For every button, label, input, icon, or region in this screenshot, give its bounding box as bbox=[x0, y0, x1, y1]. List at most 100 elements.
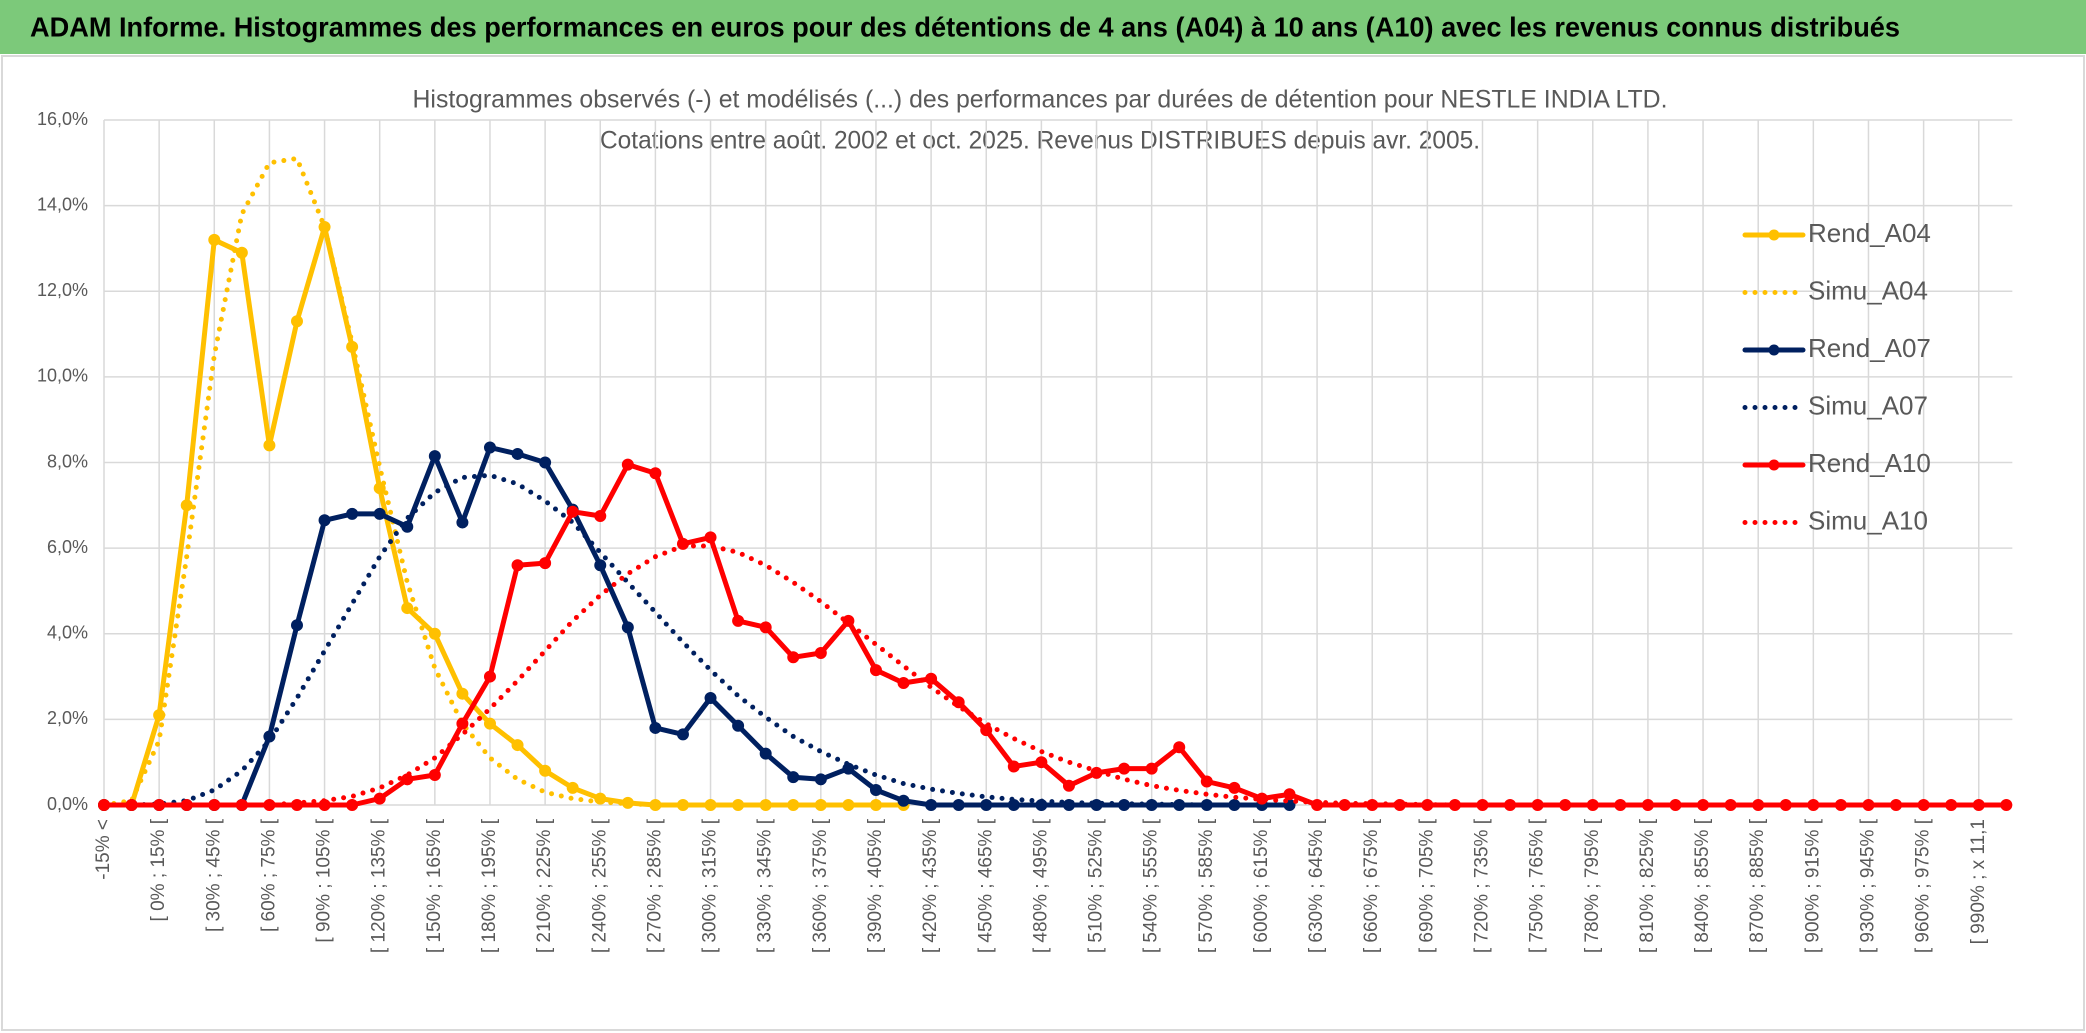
marker bbox=[814, 773, 827, 786]
x-tick-label: [ 540% ; 555% [ bbox=[1141, 818, 1162, 953]
marker bbox=[676, 728, 689, 741]
grid: 0,0% 2,0% 4,0% 6,0% 8,0% 10,0% 12,0% 14,0% 16,0%… bbox=[37, 109, 2013, 953]
x-tick-label: [ 990% ; x 11,1 bbox=[1968, 819, 1989, 944]
x-tick-label: [ 450% ; 465% [ bbox=[975, 818, 996, 953]
marker bbox=[456, 687, 469, 700]
x-tick-label: [ 420% ; 435% [ bbox=[920, 818, 941, 953]
marker bbox=[373, 792, 386, 805]
marker bbox=[539, 557, 552, 570]
marker bbox=[704, 691, 717, 704]
marker bbox=[925, 799, 938, 811]
marker bbox=[290, 619, 303, 632]
marker bbox=[649, 467, 662, 480]
chart-frame bbox=[1, 55, 2085, 1031]
x-tick-label: [ 150% ; 165% [ bbox=[424, 818, 445, 953]
marker bbox=[1007, 799, 1020, 811]
marker bbox=[1228, 781, 1241, 794]
y-tick-label: 12,0% bbox=[37, 280, 88, 300]
marker bbox=[428, 450, 441, 463]
marker bbox=[980, 799, 993, 811]
marker bbox=[511, 739, 524, 752]
y-tick-label: 8,0% bbox=[47, 451, 88, 471]
marker bbox=[235, 246, 248, 259]
legend-label: Rend_A07 bbox=[1808, 333, 1931, 363]
x-tick-label: [ 960% ; 975% [ bbox=[1913, 818, 1934, 953]
x-tick-label: [ 870% ; 885% [ bbox=[1747, 818, 1768, 953]
x-tick-label: [ 330% ; 345% [ bbox=[755, 818, 776, 953]
marker bbox=[539, 456, 552, 469]
marker bbox=[318, 514, 331, 527]
plot bbox=[98, 156, 2013, 811]
legend-label: Simu_A07 bbox=[1808, 390, 1928, 420]
marker bbox=[346, 507, 359, 520]
marker bbox=[180, 499, 193, 512]
x-tick-label: [ 570% ; 585% [ bbox=[1196, 818, 1217, 953]
marker bbox=[621, 621, 634, 634]
x-tick-label: -15% < bbox=[93, 819, 114, 880]
marker bbox=[732, 614, 745, 627]
legend-marker bbox=[1768, 344, 1780, 356]
marker bbox=[1145, 762, 1158, 775]
x-tick-label: [ 120% ; 135% [ bbox=[369, 818, 390, 953]
marker bbox=[732, 719, 745, 732]
marker bbox=[869, 664, 882, 677]
marker bbox=[869, 784, 882, 797]
marker bbox=[483, 717, 496, 730]
x-tick-label: [ 300% ; 315% [ bbox=[700, 818, 721, 953]
marker bbox=[401, 602, 414, 615]
x-tick-label: [ 360% ; 375% [ bbox=[810, 818, 831, 953]
model-line bbox=[101, 156, 906, 808]
x-tick-label: [ 780% ; 795% [ bbox=[1582, 818, 1603, 953]
marker bbox=[787, 651, 800, 664]
marker bbox=[483, 441, 496, 454]
marker bbox=[373, 507, 386, 520]
chart-subtitle: Cotations entre août. 2002 et oct. 2025.… bbox=[600, 127, 1480, 155]
marker bbox=[456, 717, 469, 730]
marker bbox=[373, 482, 386, 495]
x-tick-label: [ 600% ; 615% [ bbox=[1251, 818, 1272, 953]
x-tick-label: [ 750% ; 765% [ bbox=[1527, 818, 1548, 953]
marker bbox=[897, 676, 910, 689]
x-tick-label: [ 720% ; 735% [ bbox=[1472, 818, 1493, 953]
legend-label: Simu_A10 bbox=[1808, 505, 1928, 535]
marker bbox=[621, 458, 634, 471]
x-tick-label: [ 180% ; 195% [ bbox=[479, 818, 500, 953]
x-tick-label: [ 30% ; 45% [ bbox=[203, 818, 224, 932]
marker bbox=[511, 559, 524, 572]
y-tick-label: 14,0% bbox=[37, 194, 88, 214]
x-tick-label: [ 930% ; 945% [ bbox=[1857, 818, 1878, 953]
x-tick-label: [ 270% ; 285% [ bbox=[644, 818, 665, 953]
x-tick-label: [ 90% ; 105% [ bbox=[314, 818, 335, 942]
x-tick-label: [ 660% ; 675% [ bbox=[1361, 818, 1382, 953]
marker bbox=[759, 747, 772, 760]
x-tick-label: [ 60% ; 75% [ bbox=[258, 818, 279, 932]
marker bbox=[566, 781, 579, 794]
chart-title: Histogrammes observés (-) et modélisés (… bbox=[413, 86, 1668, 114]
marker bbox=[1035, 756, 1048, 769]
legend: Rend_A04 Simu_A04 Rend_A07 Simu_A07 Rend_A10… bbox=[1742, 218, 1931, 535]
marker bbox=[1062, 779, 1075, 792]
x-tick-label: [ 390% ; 405% [ bbox=[865, 818, 886, 953]
x-tick-label: [ 900% ; 915% [ bbox=[1802, 818, 1823, 953]
y-tick-label: 0,0% bbox=[47, 794, 88, 814]
x-tick-label: [ 630% ; 645% [ bbox=[1306, 818, 1327, 953]
marker bbox=[428, 769, 441, 782]
legend-label: Rend_A10 bbox=[1808, 448, 1931, 478]
marker bbox=[1173, 741, 1186, 754]
header-band bbox=[0, 0, 2086, 54]
marker bbox=[1200, 775, 1213, 788]
marker bbox=[814, 647, 827, 660]
marker bbox=[594, 559, 607, 572]
marker bbox=[787, 771, 800, 784]
x-tick-label: [ 480% ; 495% [ bbox=[1030, 818, 1051, 953]
y-tick-label: 16,0% bbox=[37, 109, 88, 129]
marker bbox=[1118, 762, 1131, 775]
y-tick-label: 4,0% bbox=[47, 623, 88, 643]
y-tick-label: 10,0% bbox=[37, 366, 88, 386]
marker bbox=[263, 439, 276, 452]
legend-marker bbox=[1768, 229, 1780, 241]
marker bbox=[539, 764, 552, 777]
marker bbox=[594, 510, 607, 523]
x-tick-label: [ 510% ; 525% [ bbox=[1086, 818, 1107, 953]
